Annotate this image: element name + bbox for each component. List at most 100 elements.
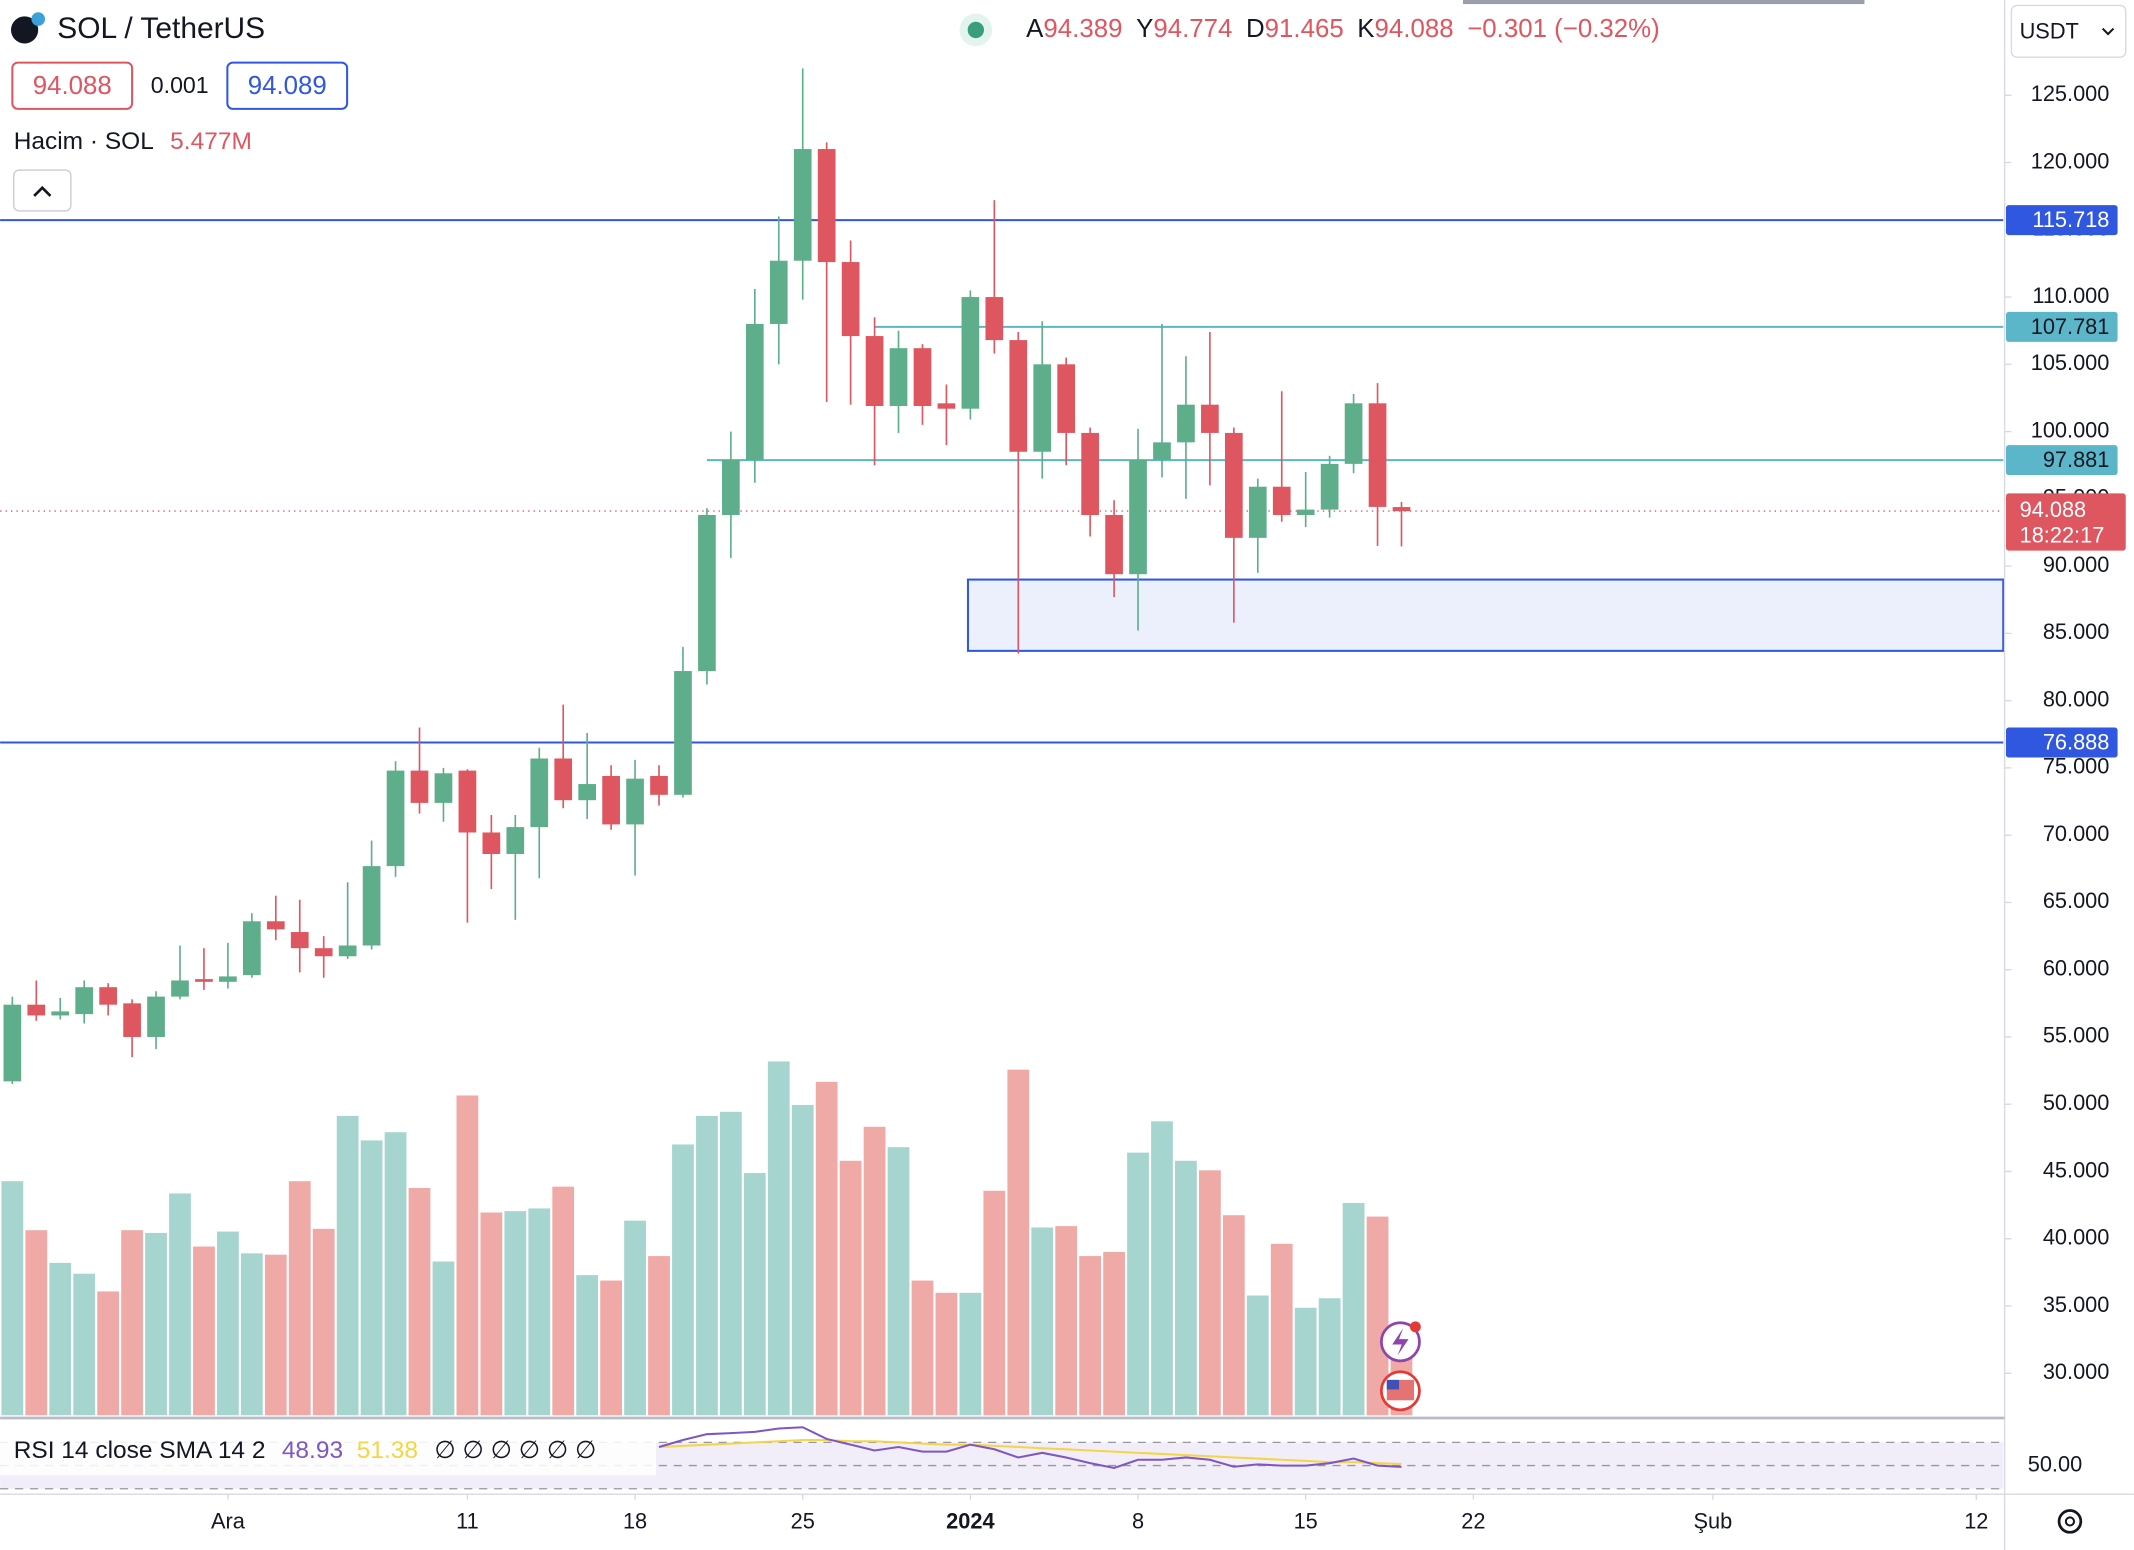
volume-bar: [193, 1246, 215, 1416]
y-tick-label: 45.000: [2043, 1157, 2110, 1182]
axis-layer: 125.000120.000115.000110.000105.000100.0…: [211, 81, 2126, 1534]
bid-box[interactable]: [11, 61, 134, 110]
x-tick-label: 22: [1461, 1509, 1485, 1534]
candle-body: [1081, 432, 1099, 515]
candle-body: [602, 775, 620, 825]
volume-bar: [1127, 1152, 1149, 1416]
candle-body: [1368, 403, 1387, 507]
candle-body: [578, 784, 597, 801]
collapse-button[interactable]: [13, 169, 72, 212]
candle-body: [1344, 403, 1363, 464]
candle-body: [1248, 486, 1267, 538]
volume-bar: [121, 1230, 143, 1416]
y-tick-label: 120.000: [2031, 148, 2110, 173]
flag-canton: [1386, 1379, 1400, 1390]
candle-body: [1224, 432, 1243, 538]
candle-body: [1009, 340, 1028, 452]
candle-layer: [3, 68, 1411, 1085]
y-tick-label: 30.000: [2043, 1359, 2110, 1384]
candle-body: [362, 866, 381, 946]
volume-bar: [1366, 1216, 1389, 1416]
y-tick-label: 65.000: [2043, 888, 2110, 913]
x-tick-label: 12: [1964, 1509, 1988, 1534]
candle-body: [51, 1011, 70, 1016]
x-tick-label: 2024: [946, 1509, 994, 1534]
volume-bar: [719, 1111, 742, 1416]
y-tick-label: 80.000: [2043, 686, 2110, 711]
volume-legend: Hacim · SOL 5.477M: [14, 128, 252, 155]
candle-body: [1129, 459, 1147, 575]
level-badge: [2005, 445, 2118, 476]
x-tick-label: Şub: [1693, 1509, 1732, 1534]
rsi-title: RSI 14 close SMA 14 2: [14, 1437, 266, 1464]
candle-body: [410, 770, 429, 803]
candle-body: [75, 987, 94, 1015]
candle-body: [219, 976, 237, 982]
y-tick-label: 85.000: [2043, 619, 2110, 644]
rsi-legend-bg: [0, 1428, 657, 1476]
x-tick-label: Ara: [211, 1509, 246, 1534]
candle-body: [1153, 442, 1171, 460]
candle-body: [314, 948, 333, 957]
status-dot: [967, 21, 984, 39]
candle-body: [386, 770, 405, 867]
level-layer: [0, 219, 2004, 744]
currency-select[interactable]: [2010, 4, 2127, 58]
candle-body: [937, 403, 956, 409]
candle-body: [266, 921, 285, 930]
level-badge-label: 97.881: [2043, 447, 2110, 472]
level-badge: [2005, 205, 2118, 236]
volume-bar: [767, 1061, 790, 1416]
candle-body: [434, 773, 453, 803]
last-price-label: 94.088: [2020, 497, 2087, 522]
candle-body: [458, 770, 477, 833]
ask-box[interactable]: [226, 61, 349, 110]
candle-body: [722, 459, 740, 515]
volume-bar: [959, 1292, 982, 1416]
candle-body: [147, 996, 165, 1037]
candle-body: [889, 348, 908, 407]
volume-bar: [1151, 1121, 1173, 1416]
candle-body: [841, 262, 860, 337]
volume-bar: [983, 1190, 1006, 1416]
rsi-sma-line: [658, 1439, 1402, 1466]
volume-bar: [1270, 1243, 1293, 1416]
volume-bar: [73, 1273, 96, 1416]
level-badge: [2005, 311, 2118, 342]
chart-title: SOL / TetherUS: [57, 12, 265, 45]
candle-body: [626, 778, 644, 825]
settings-icon[interactable]: [2057, 1509, 2083, 1534]
volume-bar: [552, 1186, 575, 1416]
candle-body: [1201, 404, 1219, 433]
last-price-badge: [2005, 493, 2126, 551]
volume-bar: [696, 1115, 718, 1416]
candle-body: [1296, 509, 1315, 515]
volume-bar: [408, 1188, 431, 1416]
volume-bar: [648, 1256, 670, 1416]
candle-body: [745, 323, 764, 460]
popup-edge: [1463, 0, 1865, 5]
candle-body: [171, 980, 189, 997]
x-tick-label: 8: [1132, 1509, 1144, 1534]
volume-bar: [600, 1280, 622, 1416]
volume-bar: [1318, 1298, 1341, 1416]
settings-icon-core: [2064, 1516, 2076, 1527]
currency-label: USDT: [2020, 18, 2079, 43]
volume-bar: [1342, 1202, 1365, 1416]
volume-bar: [1175, 1160, 1197, 1416]
y-tick-label: 110.000: [2032, 283, 2109, 308]
volume-bar: [743, 1173, 766, 1416]
candle-body: [650, 775, 668, 795]
rsi-value: 48.93: [282, 1437, 343, 1464]
volume-bar: [624, 1220, 646, 1416]
candle-body: [243, 921, 261, 976]
y-tick-label: 60.000: [2043, 955, 2110, 980]
bid-price: 94.088: [33, 72, 112, 100]
volume-bar: [887, 1147, 910, 1416]
volume-bar: [1198, 1170, 1221, 1416]
legend-key: D: [1246, 15, 1265, 43]
volume-bar: [1246, 1295, 1269, 1416]
volume-title: Hacim · SOL: [14, 128, 154, 155]
candle-body: [1177, 404, 1195, 443]
